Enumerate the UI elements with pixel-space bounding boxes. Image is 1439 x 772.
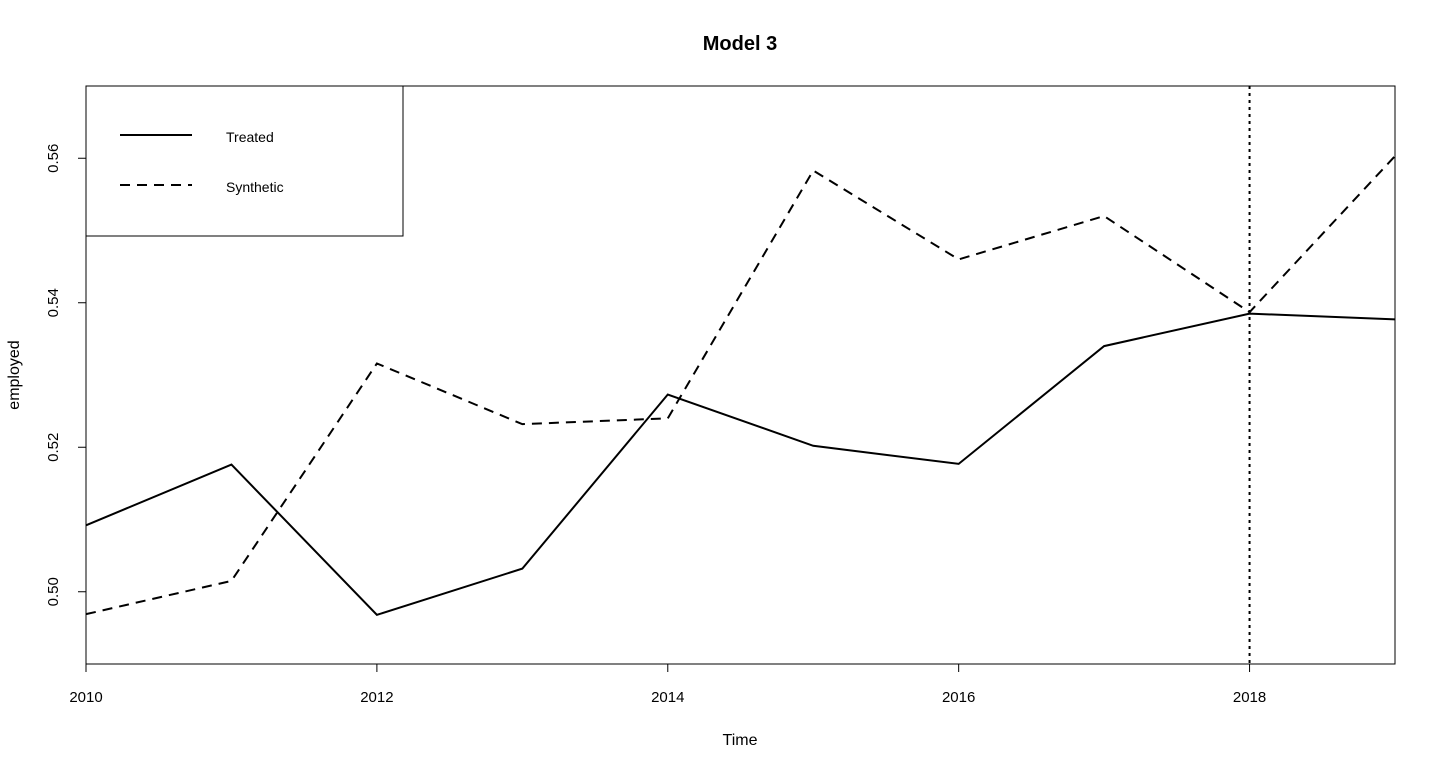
x-tick-label: 2012	[360, 689, 393, 706]
y-tick-label: 0.54	[45, 288, 62, 317]
y-tick-label: 0.56	[45, 144, 62, 173]
legend-box	[85, 85, 404, 237]
x-axis-label: Time	[723, 732, 758, 749]
series-line-synthetic	[85, 155, 1396, 616]
series-layer	[85, 86, 1396, 664]
series-line-treated	[85, 312, 1396, 617]
y-axis: 0.50 0.52 0.54 0.56	[45, 144, 87, 606]
x-tick-label: 2018	[1233, 689, 1266, 706]
x-tick-label: 2014	[651, 689, 684, 706]
legend-label-synthetic: Synthetic	[226, 179, 284, 195]
y-tick-label: 0.50	[45, 577, 62, 606]
chart-title: Model 3	[703, 33, 777, 55]
y-axis-label: employed	[6, 340, 23, 409]
legend-label-treated: Treated	[226, 129, 274, 145]
x-tick-label: 2010	[69, 689, 102, 706]
legend: Treated Synthetic	[85, 85, 404, 237]
x-tick-label: 2016	[942, 689, 975, 706]
x-axis: 2010 2012 2014 2016 2018	[69, 663, 1266, 706]
y-tick-label: 0.52	[45, 433, 62, 462]
